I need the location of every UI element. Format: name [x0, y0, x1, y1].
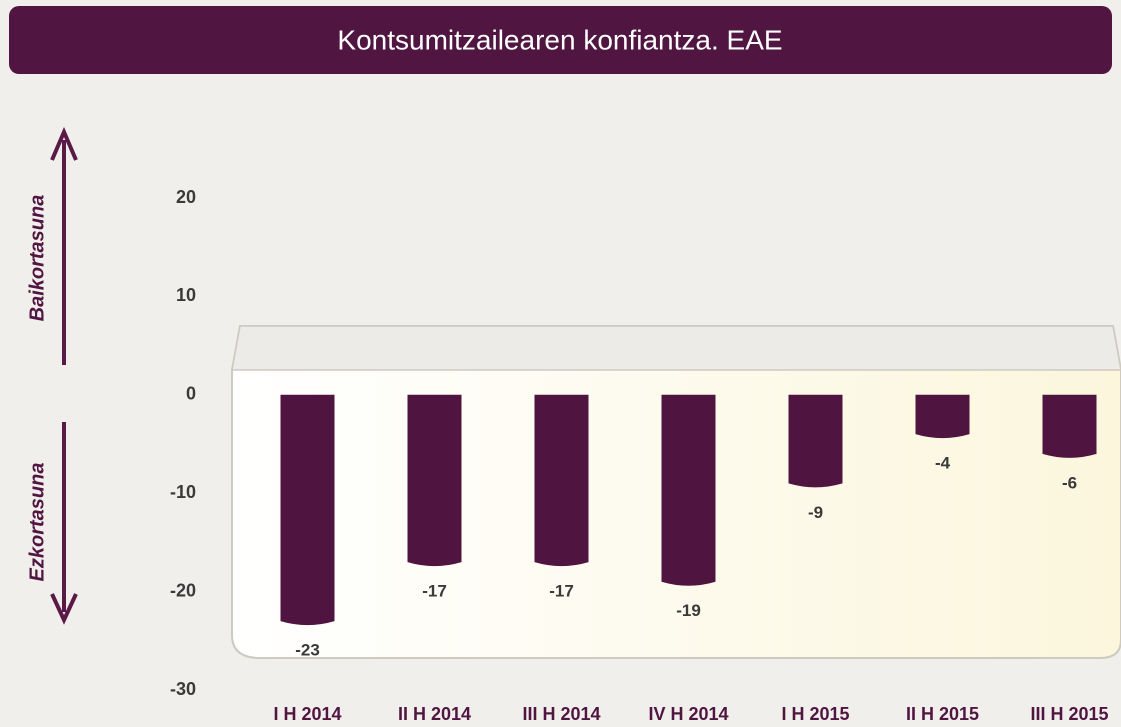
bar	[534, 394, 589, 567]
annotation: Baikortasuna	[26, 195, 48, 322]
x-tick-label: I H 2014	[273, 704, 341, 724]
bar	[407, 394, 462, 567]
y-tick-label: 0	[186, 384, 196, 404]
value-label: -9	[808, 503, 823, 522]
panel-top	[231, 325, 1121, 371]
value-label: -17	[422, 582, 447, 601]
title-bar	[9, 6, 1112, 74]
x-tick-label: III H 2014	[522, 704, 600, 724]
bar	[1042, 394, 1097, 458]
bar	[661, 394, 716, 586]
value-label: -6	[1062, 473, 1077, 492]
bar	[280, 394, 335, 626]
value-label: -19	[676, 601, 701, 620]
bar	[788, 394, 843, 488]
annotation: Ezkortasuna	[26, 463, 48, 582]
bar	[915, 394, 970, 439]
y-tick-label: -20	[170, 580, 196, 600]
x-tick-label: II H 2014	[398, 704, 471, 724]
y-tick-label: 20	[176, 187, 196, 207]
y-tick-label: 10	[176, 285, 196, 305]
chart-title: Kontsumitzailearen konfiantza. EAE	[337, 24, 782, 55]
arrow-up-head	[50, 126, 78, 161]
x-tick-label: II H 2015	[906, 704, 979, 724]
value-label: -4	[935, 454, 951, 473]
y-tick-label: -10	[170, 482, 196, 502]
value-label: -23	[295, 641, 320, 660]
value-label: -17	[549, 582, 574, 601]
x-tick-label: IV H 2014	[648, 704, 728, 724]
x-tick-label: I H 2015	[781, 704, 849, 724]
y-tick-label: -30	[170, 679, 196, 699]
arrow-down-head	[50, 593, 78, 625]
x-tick-label: III H 2015	[1030, 704, 1108, 724]
